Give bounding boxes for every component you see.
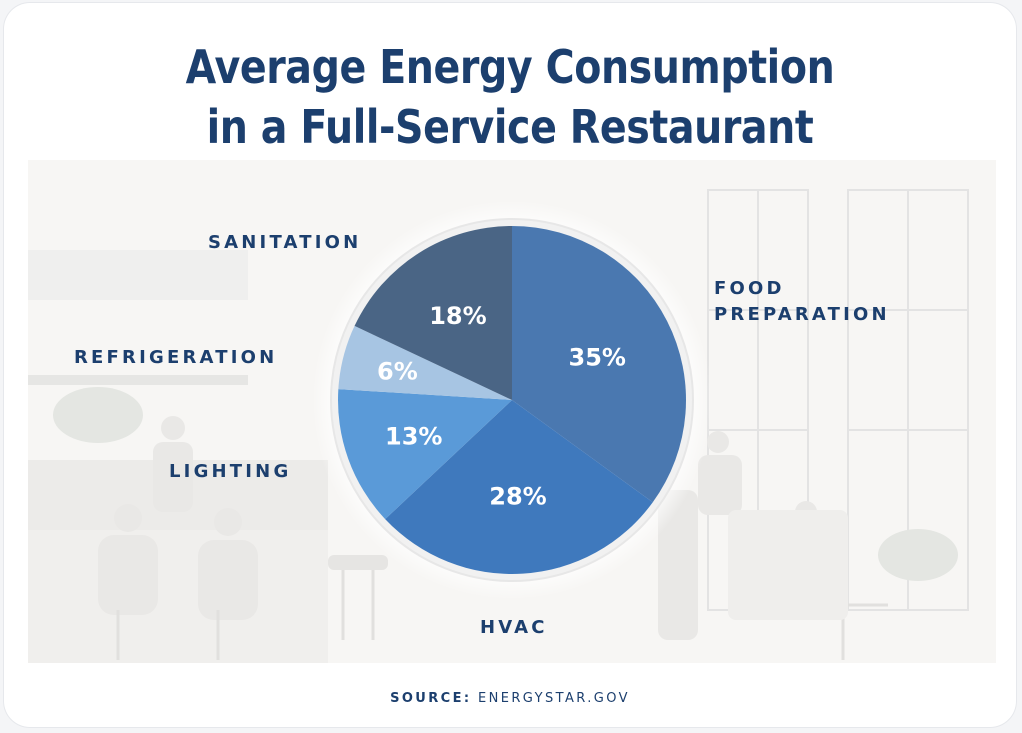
label-sanitation: SANITATION (208, 232, 362, 253)
pct-label-lighting: 13% (385, 422, 442, 450)
source-value: ENERGYSTAR.GOV (478, 691, 630, 706)
label-food-preparation-line-1: FOOD (714, 278, 785, 299)
source-line: SOURCE: ENERGYSTAR.GOV (4, 691, 1016, 706)
title-line-1: Average Energy Consumption (185, 40, 835, 94)
infographic-card: Average Energy Consumption in a Full-Ser… (4, 3, 1016, 727)
label-hvac: HVAC (480, 617, 548, 638)
pct-label-food-preparation: 35% (569, 344, 626, 372)
pie-chart: 35% 28% 13% 6% 18% (312, 200, 712, 600)
pie-slice-lighting (338, 389, 512, 520)
label-refrigeration: REFRIGERATION (74, 347, 278, 368)
pct-label-hvac: 28% (489, 483, 546, 511)
title-line-2: in a Full-Service Restaurant (206, 100, 814, 154)
pct-label-refrigeration: 6% (377, 358, 418, 386)
pie-slice-sanitation (354, 226, 512, 400)
label-food-preparation-line-2: PREPARATION (714, 304, 890, 325)
label-lighting: LIGHTING (169, 461, 292, 482)
pie-slice-food-preparation (512, 226, 687, 503)
pct-label-sanitation: 18% (429, 302, 486, 330)
restaurant-scene-graphic (28, 189, 969, 663)
pie-slice-refrigeration (338, 325, 512, 400)
pie-slice-hvac (385, 400, 653, 574)
source-label: SOURCE: (390, 691, 472, 706)
